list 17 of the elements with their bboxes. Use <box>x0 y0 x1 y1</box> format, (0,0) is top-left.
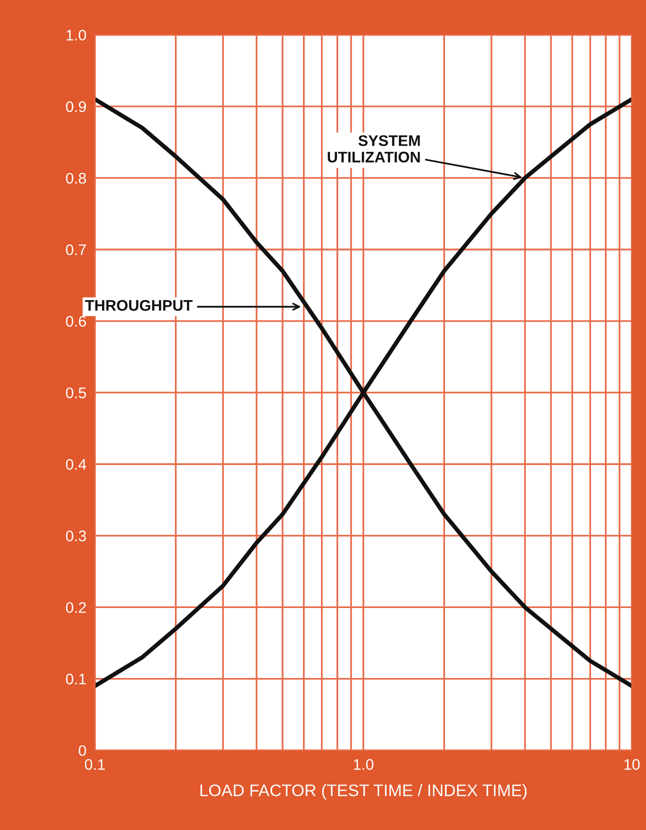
y-tick-label: 0.9 <box>66 101 86 112</box>
y-tick-label: 0.6 <box>66 316 86 327</box>
y-tick-label: 0.5 <box>66 387 86 398</box>
annotation: THROUGHPUT <box>85 300 193 311</box>
y-tick-label: 0.1 <box>66 674 86 684</box>
y-tick-label: 0 <box>78 745 86 756</box>
y-tick-label: 0.8 <box>66 172 86 184</box>
y-tick-label: 0.7 <box>66 244 86 256</box>
x-tick-label: 0.1 <box>84 759 105 770</box>
x-tick-label: 10 <box>624 759 640 770</box>
x-tick-label: 1.0 <box>354 759 374 770</box>
y-tick-label: 0.3 <box>66 530 86 542</box>
annotation: SYSTEM UTILIZATION <box>328 135 420 163</box>
y-tick-label: 0.2 <box>66 602 86 613</box>
x-axis-title: LOAD FACTOR (TEST TIME / INDEX TIME) <box>200 784 527 800</box>
y-tick-label: 1.0 <box>66 30 86 41</box>
y-tick-label: 0.4 <box>66 459 86 470</box>
